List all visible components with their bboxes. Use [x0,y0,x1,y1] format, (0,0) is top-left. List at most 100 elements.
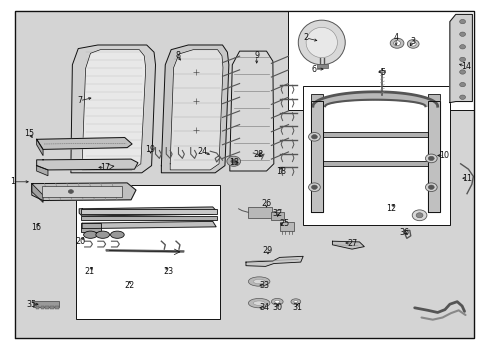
Polygon shape [403,94,413,101]
Polygon shape [332,241,364,249]
Polygon shape [413,97,425,102]
Polygon shape [381,92,386,100]
Polygon shape [350,93,358,100]
Text: 32: 32 [272,209,282,217]
Text: 24: 24 [198,148,207,157]
Text: 14: 14 [460,62,470,71]
Ellipse shape [274,300,279,303]
Bar [81,223,101,232]
Text: 30: 30 [272,303,282,312]
Polygon shape [424,103,436,105]
Circle shape [459,32,465,36]
Polygon shape [323,98,334,103]
Text: 9: 9 [254,51,259,60]
Polygon shape [409,96,420,102]
Ellipse shape [293,301,297,303]
Polygon shape [421,101,434,104]
Polygon shape [32,183,136,201]
Polygon shape [345,93,353,100]
Text: 11: 11 [461,174,471,183]
Polygon shape [401,94,410,101]
Text: 22: 22 [124,281,134,289]
Polygon shape [170,50,223,170]
Bar [310,94,322,212]
Polygon shape [331,95,342,102]
Polygon shape [229,51,273,171]
Text: 23: 23 [163,267,173,276]
Bar [81,216,216,220]
Ellipse shape [253,279,264,284]
Polygon shape [339,94,348,101]
Bar [316,64,327,68]
Text: 36: 36 [399,228,409,237]
Text: 29: 29 [263,246,272,255]
Circle shape [459,45,465,49]
Bar [33,301,59,307]
Text: 20: 20 [76,238,85,247]
Polygon shape [369,92,373,100]
Polygon shape [366,92,370,100]
Text: 1: 1 [10,177,15,186]
Polygon shape [347,93,355,100]
Polygon shape [384,92,389,100]
Polygon shape [15,11,473,338]
Polygon shape [312,105,325,106]
Polygon shape [373,92,376,100]
Ellipse shape [407,40,418,48]
Polygon shape [79,207,216,216]
Text: 13: 13 [228,158,238,167]
Bar [76,185,220,319]
Text: 21: 21 [84,267,94,276]
Text: 16: 16 [31,223,41,232]
Ellipse shape [271,298,283,305]
Bar [427,94,439,212]
Polygon shape [329,96,340,102]
Polygon shape [407,95,418,102]
Polygon shape [353,93,360,100]
Ellipse shape [248,277,269,286]
Polygon shape [319,99,331,103]
Bar [303,86,449,225]
Circle shape [459,57,465,62]
Circle shape [308,132,320,141]
Bar [55,306,59,309]
Polygon shape [420,100,432,104]
Polygon shape [314,102,327,104]
Polygon shape [37,159,138,170]
Circle shape [459,70,465,74]
Polygon shape [318,100,330,104]
Bar [36,306,39,309]
Polygon shape [396,93,405,100]
Polygon shape [357,92,363,100]
Polygon shape [315,101,328,104]
Text: 8: 8 [175,51,180,60]
Text: 2: 2 [303,33,307,42]
Ellipse shape [253,301,264,305]
Circle shape [411,210,426,221]
Polygon shape [399,94,407,101]
Circle shape [311,135,317,139]
Polygon shape [427,101,439,212]
Polygon shape [82,221,216,229]
Circle shape [230,159,236,163]
Polygon shape [82,50,145,170]
Polygon shape [37,138,132,149]
Text: 12: 12 [386,204,395,213]
Polygon shape [419,100,431,104]
Bar [379,70,385,72]
Bar [287,11,473,110]
Polygon shape [418,99,430,103]
Polygon shape [313,104,325,105]
Polygon shape [449,14,471,103]
Polygon shape [425,105,437,106]
Circle shape [425,183,436,192]
Polygon shape [317,100,329,104]
Text: 25: 25 [279,220,289,229]
Polygon shape [411,96,423,102]
Bar [322,132,427,137]
Text: 33: 33 [259,281,268,289]
Polygon shape [336,94,346,101]
Bar [248,207,271,218]
Text: 34: 34 [259,303,268,312]
Circle shape [459,19,465,24]
